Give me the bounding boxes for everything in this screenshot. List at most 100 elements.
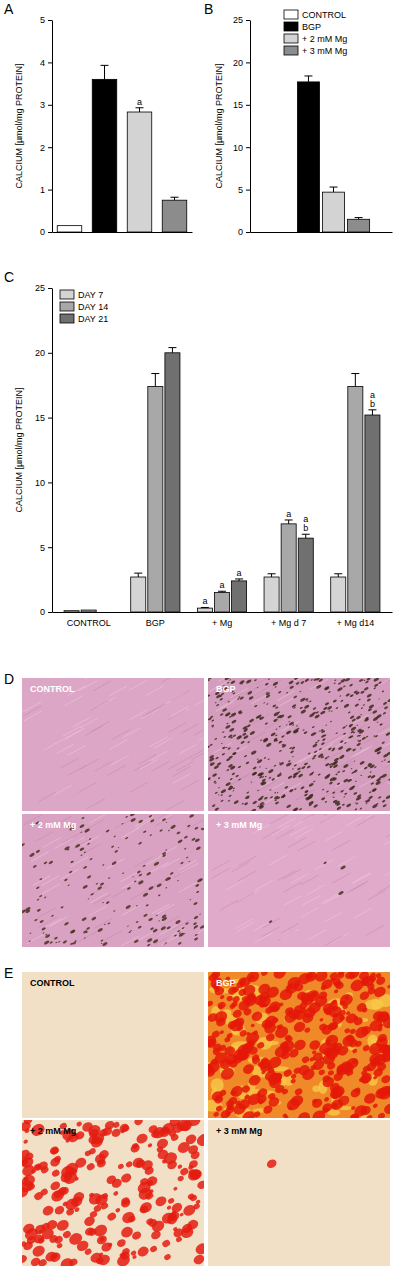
texture-spot (132, 1254, 138, 1259)
texture-spot (268, 776, 271, 779)
tick-mark (48, 105, 52, 106)
texture-fiber (321, 893, 339, 903)
error-bar-cap (351, 373, 359, 374)
texture-spot (196, 890, 200, 893)
texture-spot (340, 740, 344, 744)
texture-spot (145, 1217, 154, 1226)
texture-spot (252, 766, 256, 770)
texture-spot (383, 712, 387, 715)
texture-spot (260, 781, 265, 786)
legend-label: + 2 mM Mg (302, 34, 347, 44)
texture-fiber (203, 758, 204, 768)
texture-spot (375, 735, 379, 738)
micrograph (22, 678, 204, 811)
tick-label: 5 (40, 15, 45, 25)
texture-spot (22, 1178, 35, 1194)
texture-fiber (156, 904, 174, 914)
texture-spot (116, 1238, 128, 1249)
texture-fiber (141, 709, 159, 719)
tick-label: 2 (40, 143, 45, 153)
texture-spot (380, 1074, 390, 1085)
texture-spot (226, 757, 231, 761)
texture-spot (265, 767, 267, 769)
tick-mark (246, 105, 250, 106)
texture-spot (340, 865, 347, 871)
texture-spot (133, 1120, 144, 1127)
x-tick: CONTROL (67, 612, 111, 628)
texture-fiber (263, 680, 281, 690)
bar (297, 82, 319, 232)
texture-fiber (284, 895, 302, 905)
texture-spot (23, 1176, 29, 1182)
legend-label: DAY 7 (78, 290, 103, 300)
tick-mark (48, 547, 52, 548)
texture-spot (106, 901, 110, 904)
texture-fiber (324, 912, 342, 922)
tick-label: 10 (233, 143, 243, 153)
texture-spot (132, 876, 134, 878)
texture-spot (325, 801, 328, 803)
bar (127, 112, 152, 232)
texture-spot (231, 719, 237, 724)
texture-spot (355, 1001, 368, 1013)
texture-spot (365, 716, 369, 719)
texture-spot (385, 732, 390, 737)
texture-spot (253, 1110, 262, 1118)
texture-spot (335, 707, 338, 710)
texture-spot (41, 1204, 55, 1217)
texture-spot (332, 777, 337, 781)
texture-spot (252, 800, 257, 804)
texture-fiber (222, 705, 240, 715)
texture-spot (353, 1087, 361, 1094)
texture-spot (259, 801, 264, 805)
texture-spot (150, 1229, 163, 1241)
bar (323, 192, 345, 232)
texture-spot (291, 746, 296, 750)
texture-spot (257, 805, 260, 807)
texture-spot (354, 703, 359, 707)
plot-marks (297, 76, 369, 232)
texture-spot (165, 887, 167, 889)
texture-spot (273, 718, 278, 723)
texture-spot (339, 1000, 347, 1007)
texture-fiber (65, 696, 83, 706)
texture-spot (23, 1139, 29, 1145)
texture-spot (352, 1048, 358, 1054)
texture-spot (153, 861, 160, 866)
texture-spot (239, 680, 245, 685)
texture-fiber (277, 871, 295, 881)
texture-spot (102, 864, 105, 866)
texture-fiber (172, 920, 190, 930)
texture-fiber (23, 702, 41, 712)
texture-spot (235, 980, 245, 989)
texture-spot (360, 690, 365, 694)
error-bar-cap (302, 534, 310, 535)
texture-spot (327, 705, 333, 710)
texture-spot (170, 824, 176, 829)
texture-spot (270, 796, 274, 799)
texture-spot (343, 703, 350, 708)
texture-spot (225, 714, 229, 717)
texture-spot (64, 921, 70, 926)
texture-spot (250, 1023, 255, 1028)
texture-spot (336, 1044, 350, 1057)
texture-fiber (108, 765, 126, 775)
texture-spot (353, 792, 358, 796)
axis-line (52, 21, 53, 233)
tick-mark (246, 62, 250, 63)
texture-spot (165, 849, 167, 851)
texture-spot (208, 778, 211, 781)
texture-spot (213, 1094, 224, 1105)
texture-spot (356, 715, 362, 720)
texture-spot (111, 845, 115, 848)
texture-fiber (135, 819, 153, 829)
tick-label: 0 (238, 227, 243, 237)
texture-spot (212, 773, 218, 778)
texture-spot (226, 995, 234, 1002)
texture-spot (343, 796, 345, 798)
texture-spot (244, 795, 250, 800)
texture-spot (350, 1105, 356, 1110)
texture-spot (95, 1158, 107, 1169)
texture-spot (189, 814, 195, 818)
texture-spot (381, 1047, 390, 1062)
